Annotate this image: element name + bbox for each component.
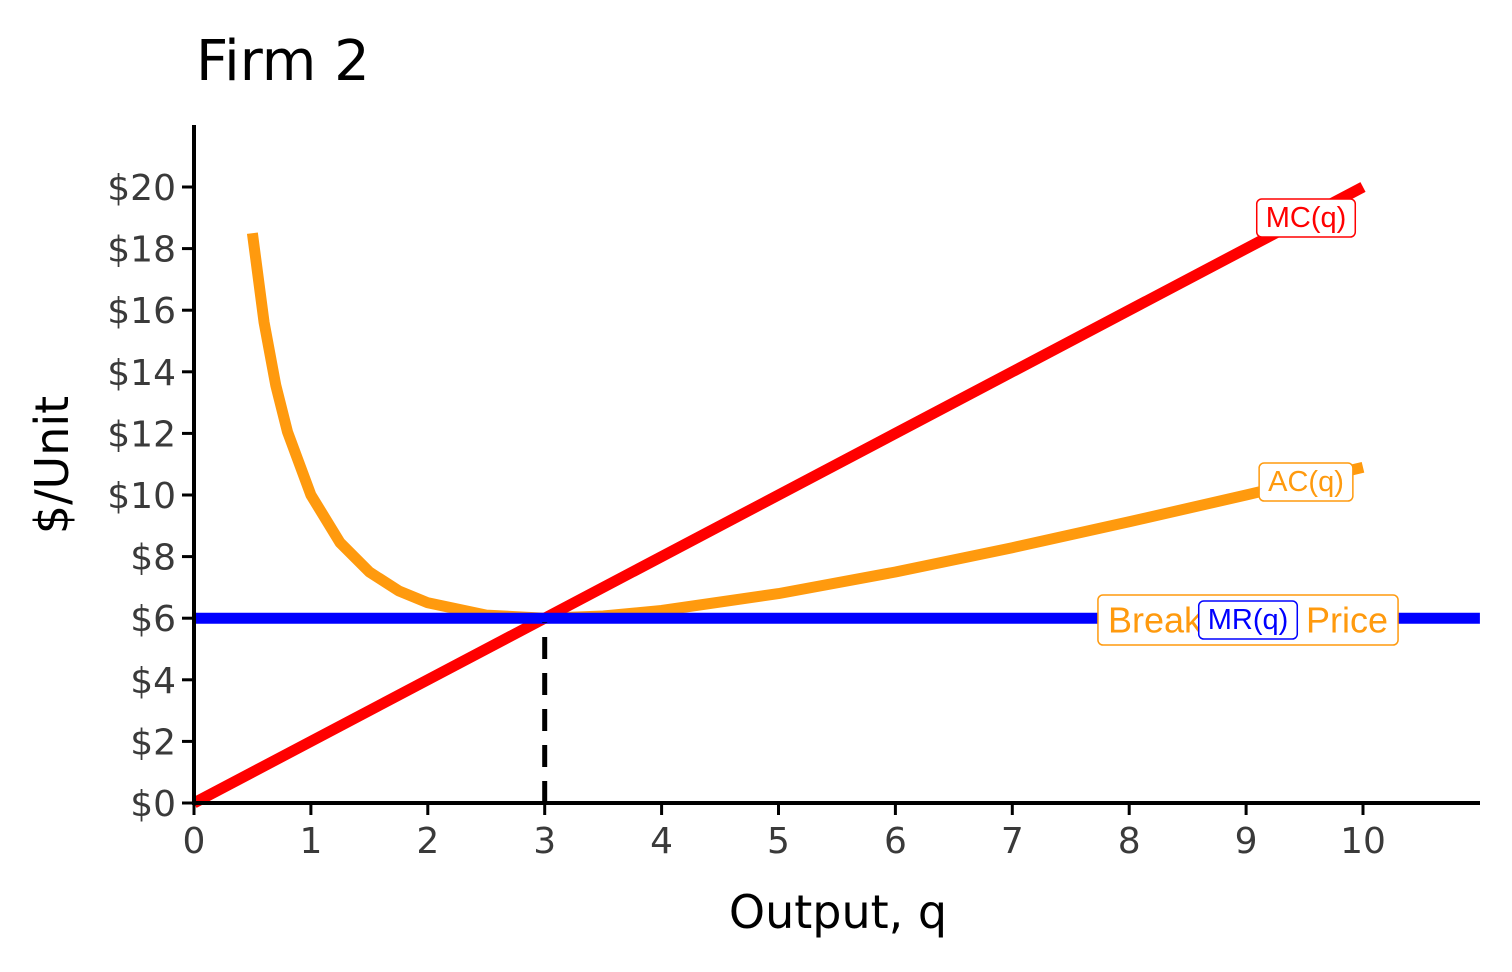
y-tick-label: $16 bbox=[107, 291, 176, 332]
chart-title: Firm 2 bbox=[196, 29, 370, 94]
axes-layer: 0 1 2 3 4 5 6 7 8 9 10 $0 $2 $4 $6 $8 $10 $12 $14 $16 $18 $20 bbox=[107, 125, 1480, 862]
y-tick-label: $12 bbox=[107, 414, 176, 455]
y-tick-label: $0 bbox=[130, 784, 176, 825]
y-tick-label: $20 bbox=[107, 168, 176, 209]
x-tick-label: 9 bbox=[1235, 821, 1258, 862]
series-label-mr-text: MR(q) bbox=[1208, 604, 1289, 636]
x-tick-label: 6 bbox=[884, 821, 907, 862]
x-tick-label: 3 bbox=[533, 821, 556, 862]
x-axis-title: Output, q bbox=[729, 885, 947, 939]
series-label-mc-text: MC(q) bbox=[1266, 202, 1347, 234]
series-label-mc: MC(q) bbox=[1255, 198, 1357, 238]
x-tick-label: 10 bbox=[1340, 821, 1386, 862]
y-tick-label: $8 bbox=[130, 538, 176, 579]
series-label-ac-text: AC(q) bbox=[1268, 466, 1344, 498]
x-tick-label: 8 bbox=[1118, 821, 1141, 862]
series-line-mc-q bbox=[194, 182, 1366, 808]
y-tick-label: $6 bbox=[130, 599, 176, 640]
y-tick-label: $14 bbox=[107, 353, 176, 394]
x-tick-label: 4 bbox=[650, 821, 673, 862]
x-tick-label: 0 bbox=[183, 821, 206, 862]
series-label-mr: MR(q) bbox=[1197, 600, 1299, 640]
y-tick-label: $18 bbox=[107, 230, 176, 271]
x-tick-label: 7 bbox=[1001, 821, 1024, 862]
y-axis-title: $/Unit bbox=[25, 396, 79, 534]
x-tick-label: 5 bbox=[767, 821, 790, 862]
x-tick-label: 2 bbox=[416, 821, 439, 862]
series-line-ac-q bbox=[246, 232, 1365, 624]
y-tick-label: $2 bbox=[130, 722, 176, 763]
x-tick-label: 1 bbox=[299, 821, 322, 862]
y-tick-label: $4 bbox=[130, 661, 176, 702]
y-tick-label: $10 bbox=[107, 476, 176, 517]
series-label-ac: AC(q) bbox=[1258, 462, 1354, 502]
